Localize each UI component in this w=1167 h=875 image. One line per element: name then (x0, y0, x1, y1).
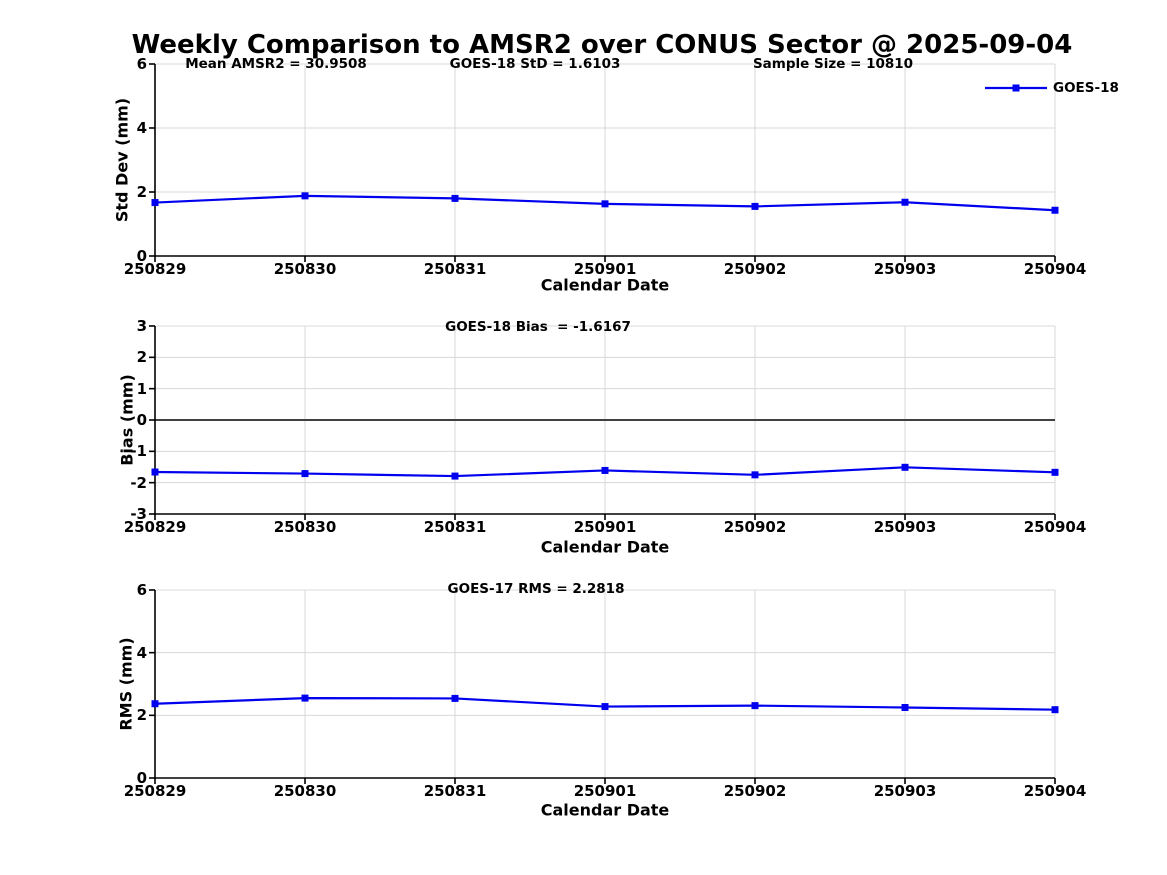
x-tick-label: 250904 (1023, 518, 1087, 536)
data-point (301, 192, 309, 200)
y-axis-label-rms: RMS (mm) (116, 637, 136, 731)
data-point (151, 199, 159, 207)
x-tick-label: 250903 (873, 260, 937, 278)
data-point (151, 468, 159, 476)
data-point (901, 463, 909, 471)
x-tick-label: 250830 (273, 260, 337, 278)
y-tick-label: -1 (130, 442, 147, 461)
x-tick-label: 250829 (123, 260, 187, 278)
data-point (1051, 468, 1059, 476)
x-tick-label: 250902 (723, 260, 787, 278)
data-point (901, 198, 909, 206)
annotation-mean-amsr2: Mean AMSR2 = 30.9508 (185, 56, 367, 72)
annotation-sample-size: Sample Size = 10810 (752, 56, 914, 72)
y-tick-label: 3 (136, 317, 147, 335)
annotation-goes18-std: GOES-18 StD = 1.6103 (449, 56, 621, 72)
x-tick-label: 250831 (423, 518, 487, 536)
x-tick-label: 250903 (873, 518, 937, 536)
x-tick-label: 250831 (423, 260, 487, 278)
data-point (751, 202, 759, 210)
y-tick-label: 4 (136, 643, 147, 662)
x-axis-label-3: Calendar Date (540, 800, 670, 820)
legend-label: GOES-18 (1053, 80, 1119, 96)
x-tick-label: 250902 (723, 518, 787, 536)
x-tick-label: 250902 (723, 782, 787, 800)
x-tick-label: 250831 (423, 782, 487, 800)
annotation-goes18-bias: GOES-18 Bias = -1.6167 (445, 319, 631, 335)
x-tick-label: 250901 (573, 518, 637, 536)
data-point (301, 470, 309, 478)
data-point (1051, 206, 1059, 214)
data-point (901, 704, 909, 711)
y-tick-label: -3 (130, 505, 147, 523)
data-point (451, 472, 459, 480)
x-tick-label: 250829 (123, 782, 187, 800)
data-point (1051, 706, 1059, 714)
y-axis-label-std-dev: Std Dev (mm) (112, 97, 132, 223)
y-tick-label: 6 (136, 581, 147, 599)
y-tick-label: 6 (136, 55, 147, 73)
data-point (751, 702, 759, 710)
x-tick-label: 250830 (273, 518, 337, 536)
legend-marker (1012, 84, 1020, 92)
x-tick-label: 250904 (1023, 260, 1087, 278)
legend: GOES-18 (985, 80, 1119, 96)
data-point (601, 703, 609, 711)
x-tick-label: 250829 (123, 518, 187, 536)
x-tick-label: 250903 (873, 782, 937, 800)
chart-title: Weekly Comparison to AMSR2 over CONUS Se… (131, 30, 1073, 60)
y-tick-label: 0 (136, 247, 147, 265)
y-tick-label: 0 (136, 769, 147, 787)
y-tick-label: 4 (136, 119, 147, 137)
x-tick-label: 250901 (573, 782, 637, 800)
data-point (451, 194, 459, 202)
data-point (151, 700, 159, 708)
x-tick-label: 250830 (273, 782, 337, 800)
data-point (601, 466, 609, 474)
y-tick-label: 0 (136, 411, 147, 429)
x-tick-label: 250904 (1023, 782, 1087, 800)
legend-line-sample (985, 84, 1047, 92)
y-tick-label: 1 (136, 379, 147, 398)
x-axis-label-1: Calendar Date (540, 275, 670, 295)
data-point (601, 200, 609, 208)
x-tick-label: 250901 (573, 260, 637, 278)
y-tick-label: -2 (130, 473, 147, 492)
data-point (301, 694, 309, 702)
y-tick-label: 2 (136, 183, 147, 201)
x-axis-label-2: Calendar Date (540, 537, 670, 557)
y-tick-label: 2 (136, 348, 147, 367)
annotation-goes17-rms: GOES-17 RMS = 2.2818 (447, 581, 625, 597)
data-point (751, 471, 759, 479)
y-tick-label: 2 (136, 706, 147, 725)
data-point (451, 694, 459, 702)
